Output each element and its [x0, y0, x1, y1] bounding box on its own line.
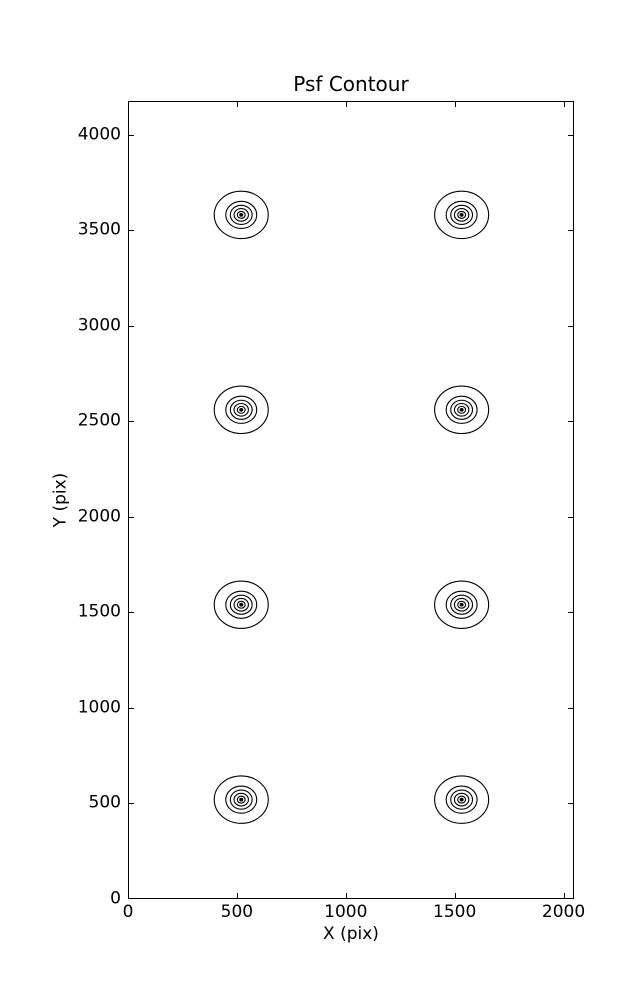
contour-ring — [233, 402, 249, 417]
tick-marks — [128, 102, 573, 900]
contour-ring — [213, 385, 269, 435]
contour-ring — [450, 399, 474, 420]
y-tick-label: 3000 — [77, 315, 121, 336]
contour-center-dot — [239, 407, 244, 412]
contour-ring — [236, 210, 246, 219]
contour-ring — [457, 405, 467, 414]
contour-ring — [453, 208, 470, 222]
contour-blob — [213, 190, 269, 240]
contour-blob — [213, 775, 269, 824]
contour-ring — [233, 597, 249, 612]
contour-ring — [225, 395, 258, 424]
contour-ring — [229, 399, 253, 420]
contour-ring — [457, 210, 467, 219]
plot-area — [128, 101, 574, 900]
y-tick-label: 500 — [88, 793, 121, 814]
contour-ring — [233, 792, 249, 807]
contour-ring — [445, 590, 478, 619]
contour-ring — [445, 785, 478, 814]
contour-ring — [434, 580, 490, 629]
contour-ring — [229, 789, 253, 810]
y-tick-label: 1000 — [77, 697, 121, 718]
y-tick-label: 0 — [110, 888, 121, 909]
contour-center-dot — [459, 213, 464, 217]
chart-title: Psf Contour — [293, 72, 409, 96]
y-tick-label: 1500 — [77, 602, 121, 623]
contour-ring — [450, 594, 474, 615]
contour-ring — [450, 789, 474, 810]
contour-ring — [453, 597, 470, 612]
contour-ring — [457, 795, 467, 804]
x-tick-label: 1500 — [433, 902, 477, 922]
x-axis-label: X (pix) — [323, 924, 379, 944]
x-tick-label: 2000 — [541, 902, 586, 922]
contour-ring — [225, 200, 258, 230]
contour-center-dot — [459, 407, 464, 412]
contour-center-dot — [459, 797, 464, 802]
y-axis-label: Y (pix) — [50, 472, 71, 528]
contour-ring — [445, 395, 478, 424]
contour-ring — [453, 792, 470, 807]
y-tick-label: 2000 — [77, 506, 121, 527]
y-tick-label: 2500 — [77, 410, 121, 431]
contour-ring — [229, 204, 253, 225]
contour-blob — [213, 580, 269, 629]
contour-ring — [434, 385, 490, 435]
contour-ring — [453, 402, 470, 417]
contour-ring — [213, 190, 269, 240]
contour-ring — [236, 405, 246, 414]
contour-center-dot — [239, 602, 244, 607]
x-tick-label: 1000 — [324, 902, 368, 922]
contour-blob — [434, 190, 490, 240]
contour-ring — [229, 594, 253, 615]
contour-ring — [225, 590, 258, 619]
contour-ring — [434, 190, 490, 240]
contour-ring — [213, 775, 269, 824]
contour-ring — [236, 795, 246, 804]
contour-center-dot — [239, 797, 244, 802]
contour-ring — [225, 785, 258, 814]
contour-ring — [236, 600, 246, 609]
contour-blob — [434, 580, 490, 629]
contour-ring — [233, 208, 249, 222]
contour-ring — [213, 580, 269, 629]
contour-ring — [445, 200, 478, 230]
contour-ring — [450, 204, 474, 225]
x-tick-label: 0 — [122, 902, 134, 922]
contour-blob — [213, 385, 269, 435]
contour-blob — [434, 385, 490, 435]
contour-ring — [434, 775, 490, 824]
contour-blob — [434, 775, 490, 824]
contour-center-dot — [459, 602, 464, 607]
axes-frame — [128, 101, 574, 899]
contour-ring — [457, 600, 467, 609]
y-tick-label: 3500 — [77, 219, 121, 240]
contour-center-dot — [239, 213, 244, 217]
x-tick-label: 500 — [220, 902, 254, 922]
contour-plot-svg — [128, 101, 574, 900]
y-tick-label: 4000 — [77, 124, 121, 145]
